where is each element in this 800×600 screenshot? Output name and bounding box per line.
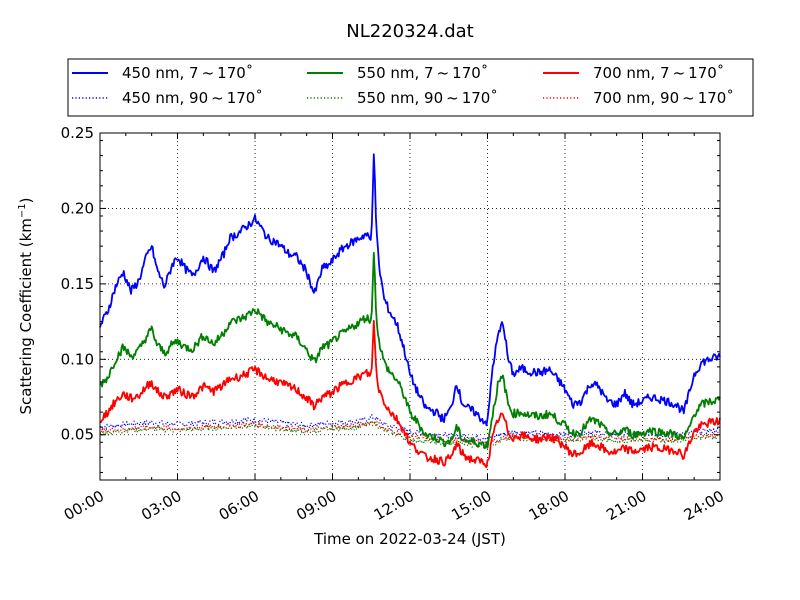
legend-label-5: 700 nm, 90 ~ 170˚ (593, 89, 734, 107)
y-tick-label: 0.05 (61, 426, 94, 444)
y-axis-label-main: Scattering Coefficient (km (17, 218, 35, 414)
y-axis-label: Scattering Coefficient (km−1) (17, 197, 35, 414)
x-tick-label: 24:00 (681, 487, 727, 524)
legend: 450 nm, 7 ~ 170˚ 550 nm, 7 ~ 170˚ 700 nm, … (67, 58, 754, 117)
legend-label-3: 450 nm, 90 ~ 170˚ (122, 89, 263, 107)
series-line-0 (99, 153, 721, 427)
x-tick-label: 21:00 (603, 487, 649, 524)
x-tick-label: 18:00 (526, 487, 572, 524)
x-tick-label: 03:00 (138, 487, 184, 524)
legend-label-2: 700 nm, 7 ~ 170˚ (593, 64, 724, 82)
x-tick-label: 06:00 (216, 487, 262, 524)
y-axis-label-sup: −1 (17, 203, 28, 218)
series-line-5 (99, 420, 720, 446)
y-tick-label: 0.15 (61, 275, 94, 293)
series-layer (99, 153, 721, 469)
legend-label-1: 550 nm, 7 ~ 170˚ (357, 64, 488, 82)
legend-label-0: 450 nm, 7 ~ 170˚ (122, 64, 253, 82)
x-tick-label: 09:00 (293, 487, 339, 524)
y-tick-label: 0.20 (61, 199, 94, 217)
x-axis-label: Time on 2022-03-24 (JST) (313, 530, 506, 548)
axis-ticks: 00:00 03:00 06:00 09:00 12:00 15:00 18:00 21:00… (61, 124, 728, 524)
series-line-1 (99, 251, 721, 450)
y-tick-label: 0.25 (61, 124, 94, 142)
x-tick-label: 12:00 (371, 487, 417, 524)
legend-label-4: 550 nm, 90 ~ 170˚ (357, 89, 498, 107)
y-tick-label: 0.10 (61, 350, 94, 368)
x-tick-label: 00:00 (61, 487, 107, 524)
series-line-2 (99, 319, 721, 469)
chart-title: NL220324.dat (346, 21, 473, 42)
legend-box (67, 58, 754, 117)
y-axis-label-close: ) (17, 197, 35, 203)
x-tick-label: 15:00 (448, 487, 494, 524)
